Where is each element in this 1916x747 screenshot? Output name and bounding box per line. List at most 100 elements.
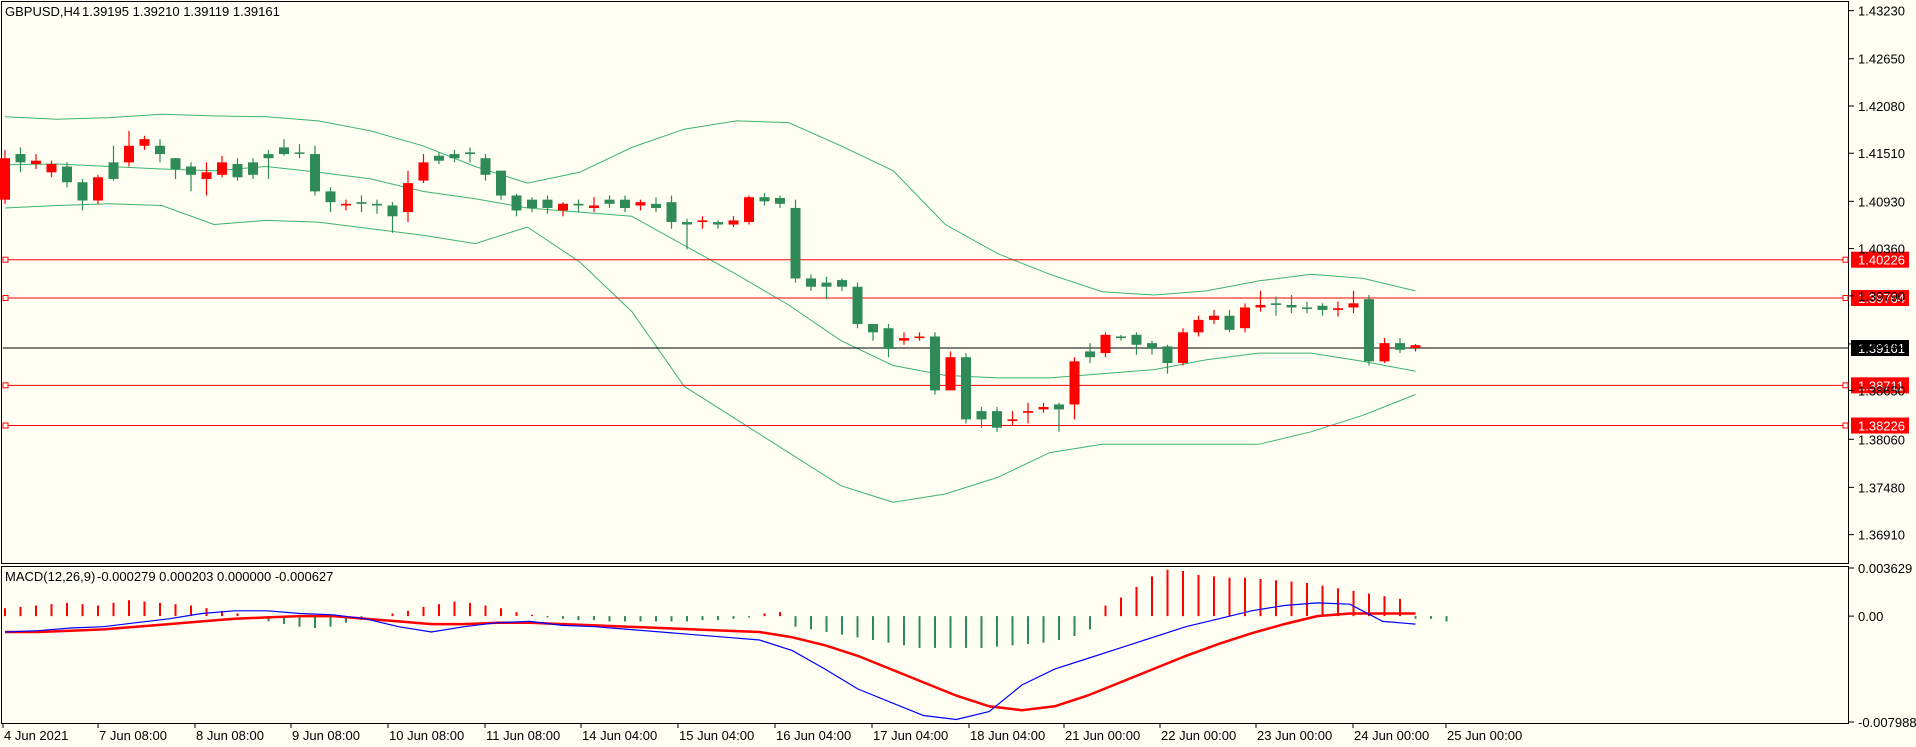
- candle-body: [976, 411, 987, 420]
- candle: [837, 278, 847, 291]
- candle-body: [93, 177, 103, 201]
- candle-body: [1364, 299, 1374, 362]
- candle: [821, 276, 832, 300]
- candle-body: [604, 199, 615, 204]
- price-tick-label: 1.40930: [1858, 194, 1905, 209]
- candle-body: [1271, 303, 1281, 305]
- candle: [325, 187, 336, 213]
- time-tick-label: 8 Jun 08:00: [196, 728, 264, 743]
- level-handle-right[interactable]: [1842, 382, 1849, 389]
- level-handle-right[interactable]: [1842, 256, 1849, 263]
- candle: [139, 135, 150, 150]
- candle: [1333, 301, 1343, 317]
- candle-body: [341, 203, 351, 206]
- candle: [635, 199, 646, 211]
- level-handle-right[interactable]: [1842, 295, 1849, 302]
- candle: [1395, 338, 1405, 354]
- macd-tick-label: 0.003629: [1858, 561, 1912, 576]
- candle-body: [1131, 334, 1142, 345]
- candle: [1023, 402, 1033, 424]
- level-handle-left[interactable]: [2, 256, 9, 263]
- symbol-label: GBPUSD,H4: [5, 4, 80, 19]
- candle-body: [945, 357, 956, 391]
- candle: [279, 139, 289, 156]
- level-handle-left[interactable]: [2, 382, 9, 389]
- candle: [775, 195, 785, 208]
- macd-panel[interactable]: 0.003629 0.00 -0.007988 MACD(12,26,9) -0.0…: [1, 561, 1916, 730]
- candle-body: [1116, 336, 1126, 339]
- candle: [620, 195, 630, 213]
- candle-body: [170, 158, 181, 169]
- price-tick-label: 1.41510: [1858, 146, 1905, 161]
- time-tick-label: 22 Jun 00:00: [1161, 728, 1236, 743]
- current-price-badge: [1851, 340, 1909, 357]
- price-tick-label: 1.40360: [1858, 242, 1905, 257]
- candle-body: [790, 207, 801, 279]
- macd-axis: 0.003629 0.00 -0.007988: [1849, 561, 1916, 730]
- candle-body: [666, 202, 677, 223]
- candle-body: [155, 145, 165, 155]
- candle-body: [1178, 332, 1188, 364]
- candle: [465, 147, 475, 163]
- candle-body: [992, 411, 1002, 428]
- level-handle-left[interactable]: [2, 422, 9, 429]
- level-handle-left[interactable]: [2, 295, 9, 302]
- candle: [186, 162, 196, 192]
- candle-body: [1395, 343, 1405, 350]
- candle: [1302, 301, 1312, 314]
- candle-body: [1317, 305, 1328, 310]
- candle-body: [201, 172, 212, 179]
- candle-body: [961, 357, 971, 420]
- candle-body: [527, 199, 537, 208]
- current-price-label: 1.39161: [1858, 341, 1905, 356]
- candle-body: [1224, 315, 1235, 330]
- candle-body: [294, 152, 305, 154]
- candle-body: [542, 199, 553, 208]
- price-level-label: 1.39764: [1858, 291, 1905, 306]
- candle: [387, 202, 398, 233]
- time-tick-label: 25 Jun 00:00: [1447, 728, 1522, 743]
- candle-body: [883, 328, 894, 349]
- candle: [589, 197, 599, 213]
- price-tick-label: 1.36910: [1858, 528, 1905, 543]
- candle: [806, 274, 816, 291]
- candle: [62, 162, 72, 188]
- time-tick-label: 7 Jun 08:00: [99, 728, 167, 743]
- candle-body: [356, 202, 367, 204]
- time-tick-label: 21 Jun 00:00: [1065, 728, 1140, 743]
- candle-body: [124, 145, 134, 163]
- candle-body: [558, 203, 568, 211]
- candle-body: [108, 162, 119, 179]
- candle: [759, 193, 770, 206]
- price-level-badge: [1851, 290, 1909, 307]
- candle: [1379, 338, 1390, 364]
- candle: [573, 199, 584, 213]
- candle-body: [821, 282, 832, 287]
- candle-body: [837, 280, 847, 287]
- candle-body: [806, 278, 816, 287]
- candle-body: [1209, 315, 1219, 320]
- candle: [418, 154, 429, 184]
- candle-body: [1162, 346, 1173, 364]
- candle: [697, 216, 708, 229]
- macd-title: MACD(12,26,9): [5, 569, 95, 584]
- candle-body: [1100, 334, 1111, 354]
- time-tick-label: 17 Jun 04:00: [873, 728, 948, 743]
- level-handle-right[interactable]: [1842, 422, 1849, 429]
- candle-body: [868, 324, 878, 333]
- candle: [1364, 295, 1374, 366]
- candle: [403, 170, 413, 223]
- price-tick-label: 1.39790: [1858, 289, 1905, 304]
- candle: [310, 145, 320, 196]
- time-tick-label: 15 Jun 04:00: [679, 728, 754, 743]
- price-panel[interactable]: 1.40226 1.39764 1.38711 1.38226 1.39161 1.43…: [0, 1, 1909, 564]
- candle-body: [1023, 411, 1033, 413]
- candle: [961, 353, 971, 424]
- candle-body: [1410, 345, 1421, 349]
- candle-body: [31, 160, 41, 165]
- candle-body: [0, 158, 10, 200]
- candle: [232, 158, 243, 181]
- candle-body: [1007, 419, 1018, 422]
- candle: [604, 195, 615, 208]
- candle: [248, 158, 258, 179]
